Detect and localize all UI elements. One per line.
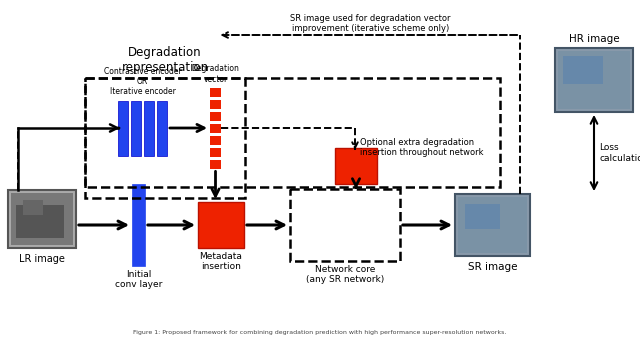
Text: Metadata
insertion: Metadata insertion bbox=[200, 252, 243, 271]
Bar bbox=[210, 159, 221, 169]
Bar bbox=[558, 51, 630, 109]
Bar bbox=[131, 101, 141, 155]
Bar bbox=[85, 78, 245, 198]
Text: Figure 1: Proposed framework for combining degradation prediction with high perf: Figure 1: Proposed framework for combini… bbox=[133, 330, 507, 335]
Bar bbox=[555, 48, 633, 112]
Bar bbox=[85, 78, 500, 187]
Bar bbox=[210, 148, 221, 156]
Bar bbox=[210, 100, 221, 108]
Bar bbox=[23, 200, 43, 215]
Text: Contrastive encoder
OR
Iterative encoder: Contrastive encoder OR Iterative encoder bbox=[104, 67, 181, 97]
Text: HR image: HR image bbox=[569, 34, 620, 44]
Bar bbox=[11, 193, 73, 245]
Bar bbox=[132, 184, 145, 266]
Text: SR image: SR image bbox=[468, 262, 517, 272]
Bar bbox=[335, 148, 377, 184]
Bar bbox=[157, 101, 167, 155]
Text: Initial
conv layer: Initial conv layer bbox=[115, 270, 162, 289]
Text: Loss
calculation: Loss calculation bbox=[599, 143, 640, 163]
Bar bbox=[16, 205, 64, 238]
Text: Optional extra degradation
insertion throughout network: Optional extra degradation insertion thr… bbox=[360, 138, 483, 157]
Text: Degradation
vector: Degradation vector bbox=[191, 64, 239, 84]
Bar bbox=[144, 101, 154, 155]
Text: LR image: LR image bbox=[19, 254, 65, 264]
Bar bbox=[210, 87, 221, 97]
Bar bbox=[8, 190, 76, 248]
Bar bbox=[198, 202, 244, 248]
Bar bbox=[118, 101, 128, 155]
Bar bbox=[458, 197, 527, 253]
Bar bbox=[455, 194, 530, 256]
Bar bbox=[290, 189, 400, 261]
Text: Network core
(any SR network): Network core (any SR network) bbox=[306, 265, 384, 284]
Text: Degradation
representation: Degradation representation bbox=[122, 46, 209, 74]
Bar bbox=[465, 204, 500, 229]
Bar bbox=[210, 112, 221, 120]
Text: SR image used for degradation vector
improvement (iterative scheme only): SR image used for degradation vector imp… bbox=[291, 14, 451, 33]
Bar bbox=[563, 56, 603, 84]
Bar bbox=[210, 123, 221, 133]
Bar bbox=[210, 136, 221, 144]
